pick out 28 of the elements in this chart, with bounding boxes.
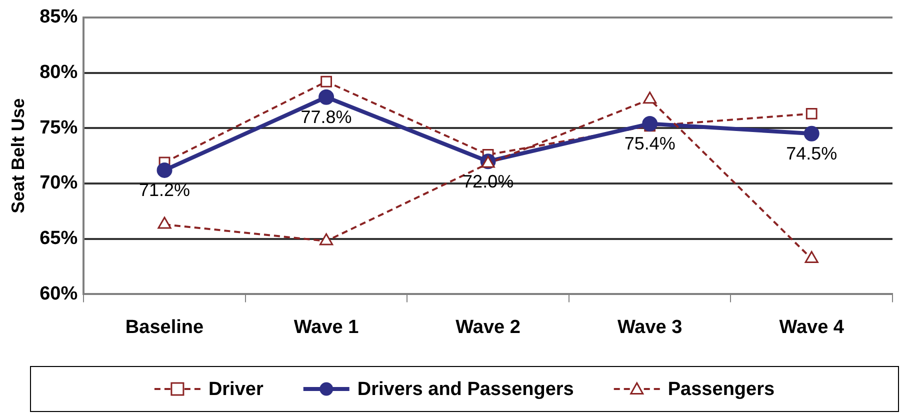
data-label: 77.8% <box>300 107 352 128</box>
y-tick-label: 85% <box>40 6 78 28</box>
point <box>318 89 334 105</box>
point <box>158 216 172 229</box>
point <box>156 162 172 178</box>
point <box>804 126 820 142</box>
data-label: 75.4% <box>624 134 676 154</box>
y-axis-title: Seat Belt Use <box>8 98 28 214</box>
data-label: 71.2% <box>138 180 190 200</box>
x-tick-label: Wave 1 <box>294 316 360 338</box>
legend-label: Drivers and Passengers <box>357 379 574 400</box>
point <box>319 233 334 246</box>
point <box>642 116 658 132</box>
y-tick-label: 60% <box>40 283 78 304</box>
point <box>804 251 818 264</box>
legend-label: Passengers <box>668 379 775 400</box>
x-tick-label: Wave 3 <box>617 316 682 338</box>
x-tick-label: Wave 2 <box>456 316 520 338</box>
point <box>806 108 818 120</box>
x-tick-label: Baseline <box>125 316 204 338</box>
legend-label: Driver <box>208 379 264 400</box>
y-tick-label: 80% <box>40 62 78 83</box>
y-tick-label: 75% <box>40 117 78 138</box>
y-tick-label: 70% <box>40 172 78 194</box>
y-tick-label: 65% <box>40 228 78 250</box>
x-tick-label: Wave 4 <box>779 316 844 338</box>
data-label: 74.5% <box>786 144 838 164</box>
point <box>320 76 332 88</box>
